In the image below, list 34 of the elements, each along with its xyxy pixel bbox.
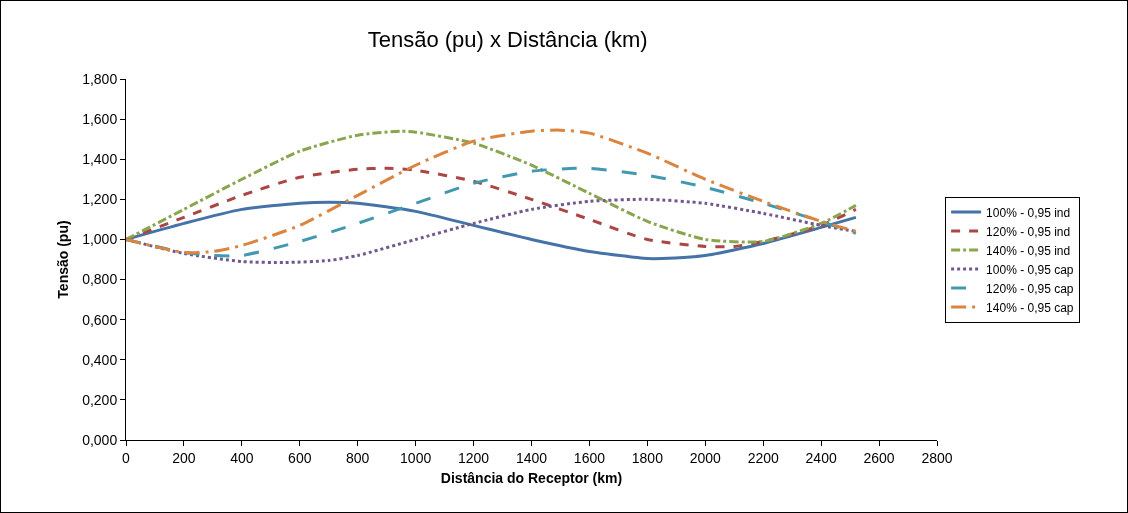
y-tick-label: 1,000: [82, 231, 118, 248]
legend-label: 120% - 0,95 ind: [986, 224, 1071, 239]
legend-label: 140% - 0,95 ind: [986, 243, 1071, 258]
y-tick-label: 1,400: [82, 151, 118, 168]
y-tick-label: 0,000: [82, 431, 118, 448]
x-tick-label: 1400: [515, 449, 548, 466]
x-tick-label: 0: [122, 449, 131, 466]
y-tick-label: 0,400: [82, 351, 118, 368]
x-tick-label: 2600: [863, 449, 895, 466]
y-tick-label: 0,800: [82, 271, 118, 288]
y-tick-label: 1,800: [82, 70, 118, 87]
y-axis-title: Tensão (pu): [54, 220, 71, 299]
x-tick-label: 1200: [457, 449, 490, 466]
x-tick-label: 2000: [689, 449, 722, 466]
y-tick-label: 1,600: [82, 111, 118, 128]
x-tick-label: 2400: [805, 449, 837, 466]
x-tick-label: 1600: [573, 449, 606, 466]
legend-label: 120% - 0,95 cap: [986, 281, 1074, 296]
x-tick-label: 2200: [747, 449, 779, 466]
legend-label: 140% - 0,95 cap: [986, 300, 1074, 315]
legend-label: 100% - 0,95 cap: [986, 262, 1074, 277]
x-tick-label: 1800: [631, 449, 664, 466]
x-tick-label: 200: [172, 449, 196, 466]
y-tick-label: 0,200: [82, 391, 118, 408]
x-tick-label: 800: [346, 449, 370, 466]
x-tick-label: 400: [230, 449, 254, 466]
x-axis-title: Distância do Receptor (km): [440, 470, 623, 487]
x-tick-label: 600: [288, 449, 312, 466]
x-tick-label: 2800: [921, 449, 953, 466]
chart-title: Tensão (pu) x Distância (km): [367, 27, 648, 53]
y-tick-label: 0,600: [82, 311, 118, 328]
y-tick-label: 1,200: [82, 191, 118, 208]
legend-label: 100% - 0,95 ind: [986, 205, 1071, 220]
x-tick-label: 1000: [400, 449, 432, 466]
